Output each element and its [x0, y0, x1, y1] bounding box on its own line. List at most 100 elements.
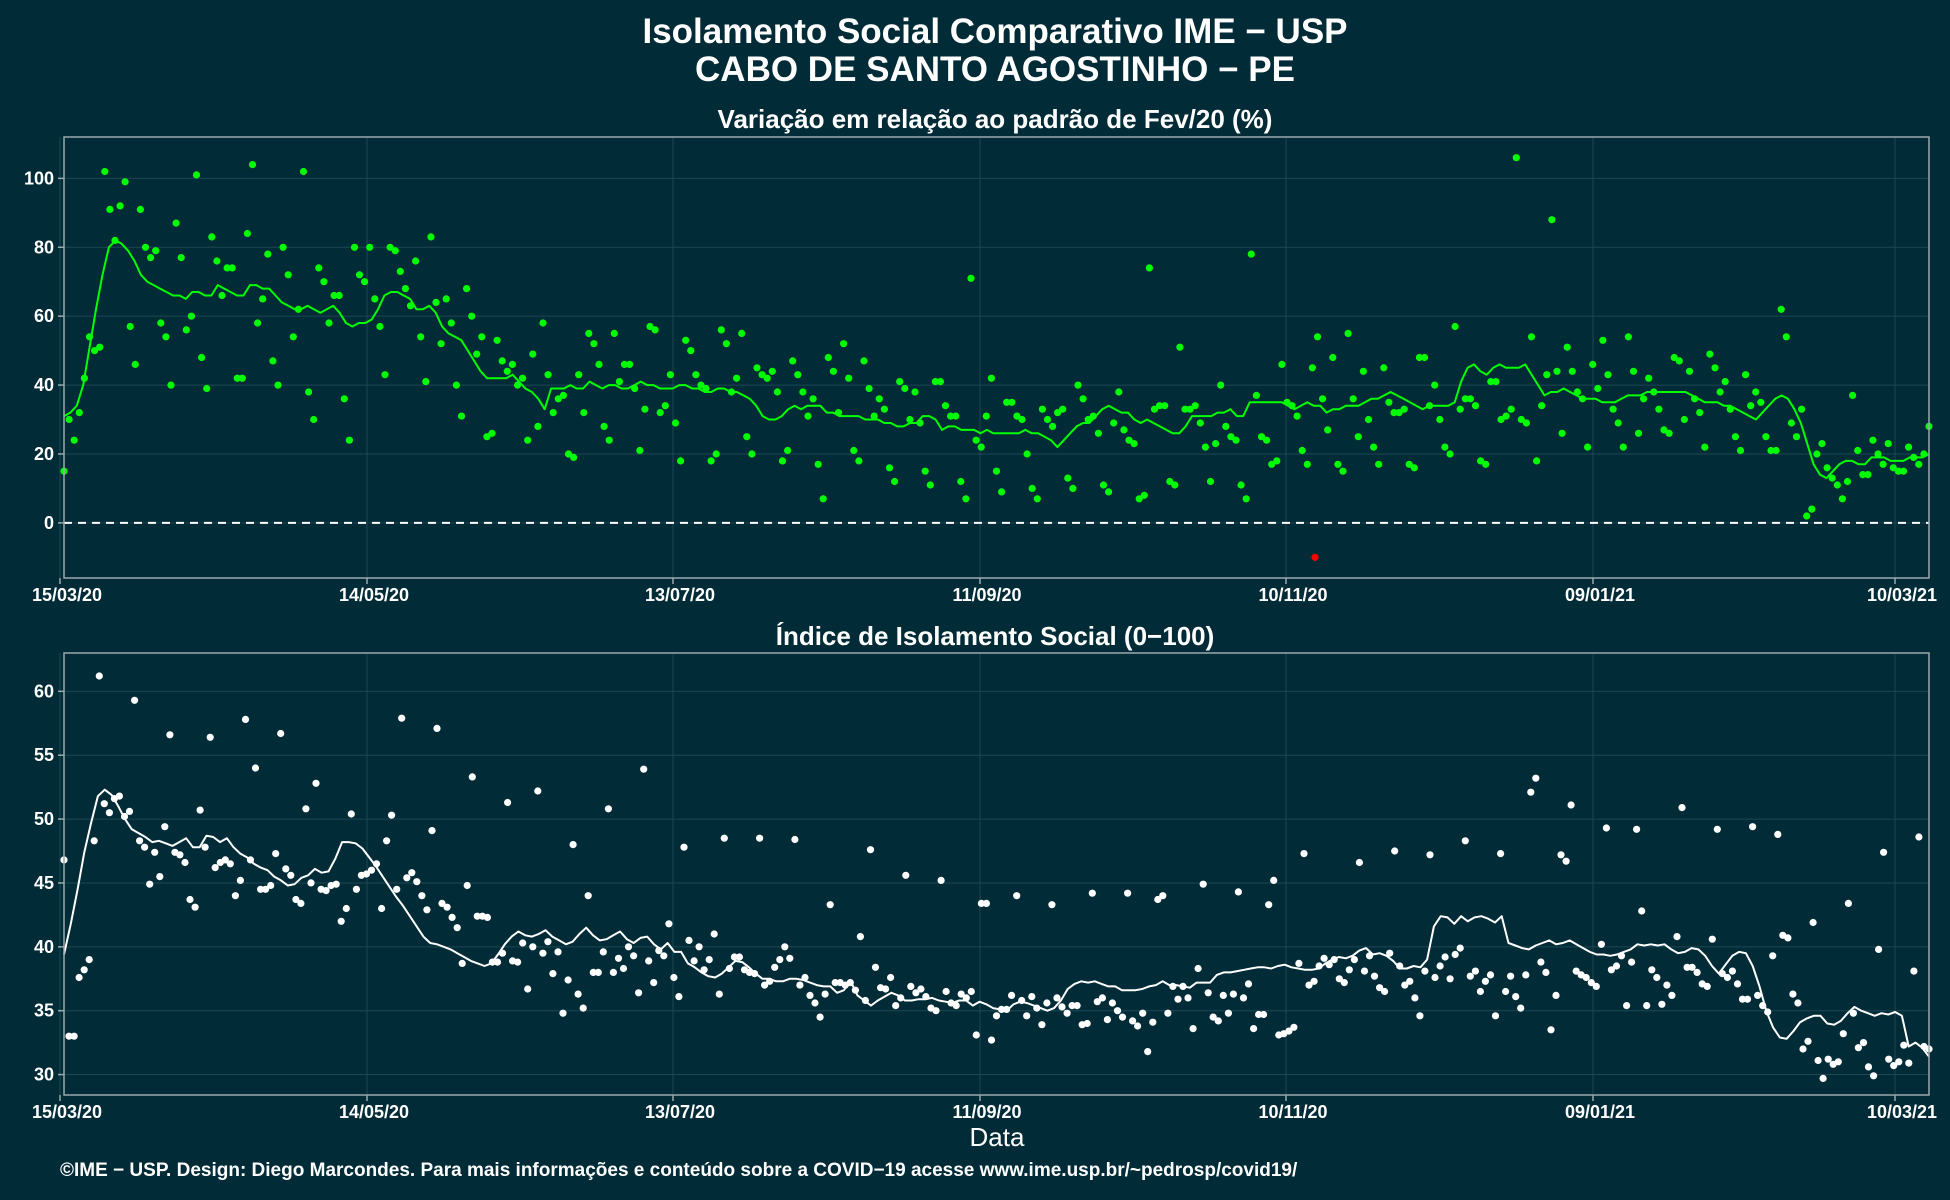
index-data-point [493, 958, 502, 966]
variation-data-point [1589, 360, 1597, 368]
variation-x-tick-label: 09/01/21 [1565, 585, 1635, 605]
index-data-point [100, 800, 108, 808]
index-data-point [1118, 1013, 1127, 1021]
variation-data-point [1099, 481, 1108, 489]
variation-data-point [1915, 460, 1923, 468]
index-data-point [594, 968, 602, 977]
index-data-point [761, 981, 769, 989]
index-data-point [1703, 982, 1711, 991]
variation-data-point [1150, 405, 1159, 413]
index-data-point [937, 876, 945, 885]
variation-data-point [529, 350, 537, 358]
variation-data-point [1466, 395, 1474, 403]
variation-data-point [1120, 426, 1128, 434]
variation-data-point [880, 405, 889, 413]
index-data-point [115, 792, 123, 800]
variation-data-point [310, 415, 318, 424]
variation-data-point [1670, 353, 1678, 362]
index-x-tick-label: 13/07/20 [645, 1102, 715, 1122]
variation-data-point [1777, 305, 1785, 313]
variation-data-point [243, 229, 251, 238]
index-data-point [1431, 973, 1439, 982]
variation-data-point [1370, 443, 1378, 451]
variation-data-point [1380, 364, 1388, 372]
index-data-point [226, 860, 234, 868]
index-data-point [277, 729, 285, 738]
variation-data-point [1716, 388, 1724, 396]
variation-data-point [580, 409, 588, 417]
variation-data-point [1849, 391, 1857, 399]
variation-data-point [228, 264, 236, 272]
variation-data-point [804, 412, 812, 420]
variation-data-point [1813, 450, 1821, 458]
variation-data-point [289, 333, 297, 341]
variation-data-point [1135, 495, 1143, 503]
variation-data-point [1772, 446, 1780, 455]
variation-data-point [1140, 491, 1148, 499]
index-data-point [504, 798, 512, 807]
variation-data-point [687, 347, 695, 355]
variation-data-point [121, 178, 129, 186]
index-data-point [1804, 1037, 1812, 1045]
index-data-point [1270, 876, 1278, 885]
index-data-point [1381, 987, 1389, 996]
variation-data-point [778, 457, 787, 465]
index-data-point [1839, 1030, 1847, 1038]
variation-data-point [977, 443, 985, 451]
variation-data-point [722, 340, 731, 348]
index-data-point [1008, 991, 1016, 1000]
variation-data-point [1410, 464, 1418, 472]
index-data-point [1597, 940, 1605, 948]
index-data-point [1870, 1072, 1878, 1080]
variation-data-point [1171, 481, 1179, 489]
index-data-point [1895, 1058, 1903, 1066]
variation-y-tick-label: 100 [24, 168, 54, 188]
index-data-point [967, 987, 975, 996]
index-y-tick-label: 60 [34, 681, 54, 701]
index-data-point [599, 948, 607, 956]
variation-data-point [1522, 419, 1530, 427]
variation-data-point [819, 495, 827, 503]
index-data-point [1335, 975, 1343, 983]
index-data-point [1552, 991, 1560, 1000]
index-data-point [796, 981, 804, 989]
index-data-point [206, 733, 214, 741]
variation-data-point [1400, 405, 1408, 413]
index-data-point [1880, 848, 1888, 856]
index-data-point [398, 714, 406, 722]
variation-data-point [1059, 405, 1067, 413]
variation-data-point [1094, 429, 1102, 437]
index-data-point [146, 880, 154, 888]
variation-data-point [1604, 371, 1612, 379]
index-data-point [443, 903, 451, 911]
variation-data-point [75, 409, 83, 417]
index-y-tick-label: 30 [34, 1065, 54, 1085]
index-data-point [1638, 907, 1646, 915]
variation-data-point [136, 205, 144, 213]
index-data-point [302, 805, 310, 813]
variation-data-point [1252, 391, 1260, 399]
index-data-point [811, 999, 819, 1007]
index-data-point [337, 917, 345, 925]
index-data-point [982, 899, 991, 908]
index-data-point [1345, 966, 1353, 974]
variation-data-point [1023, 450, 1031, 458]
variation-data-point [233, 374, 241, 382]
variation-data-point [279, 243, 287, 251]
index-chart-title: Índice de Isolamento Social (0−100) [776, 621, 1215, 651]
variation-data-point [1619, 443, 1627, 451]
variation-data-point [223, 264, 231, 272]
variation-data-point [885, 464, 894, 472]
index-data-point [554, 948, 562, 956]
variation-data-point [106, 205, 114, 213]
index-data-point [196, 806, 204, 814]
index-data-point [267, 881, 275, 890]
index-data-point [1481, 977, 1489, 985]
variation-data-point [1527, 333, 1536, 341]
variation-data-point [926, 481, 934, 489]
variation-data-point [1436, 415, 1444, 424]
index-data-point [1310, 977, 1318, 985]
index-data-point [589, 968, 597, 977]
index-data-point [529, 943, 537, 951]
index-data-point [635, 989, 643, 997]
